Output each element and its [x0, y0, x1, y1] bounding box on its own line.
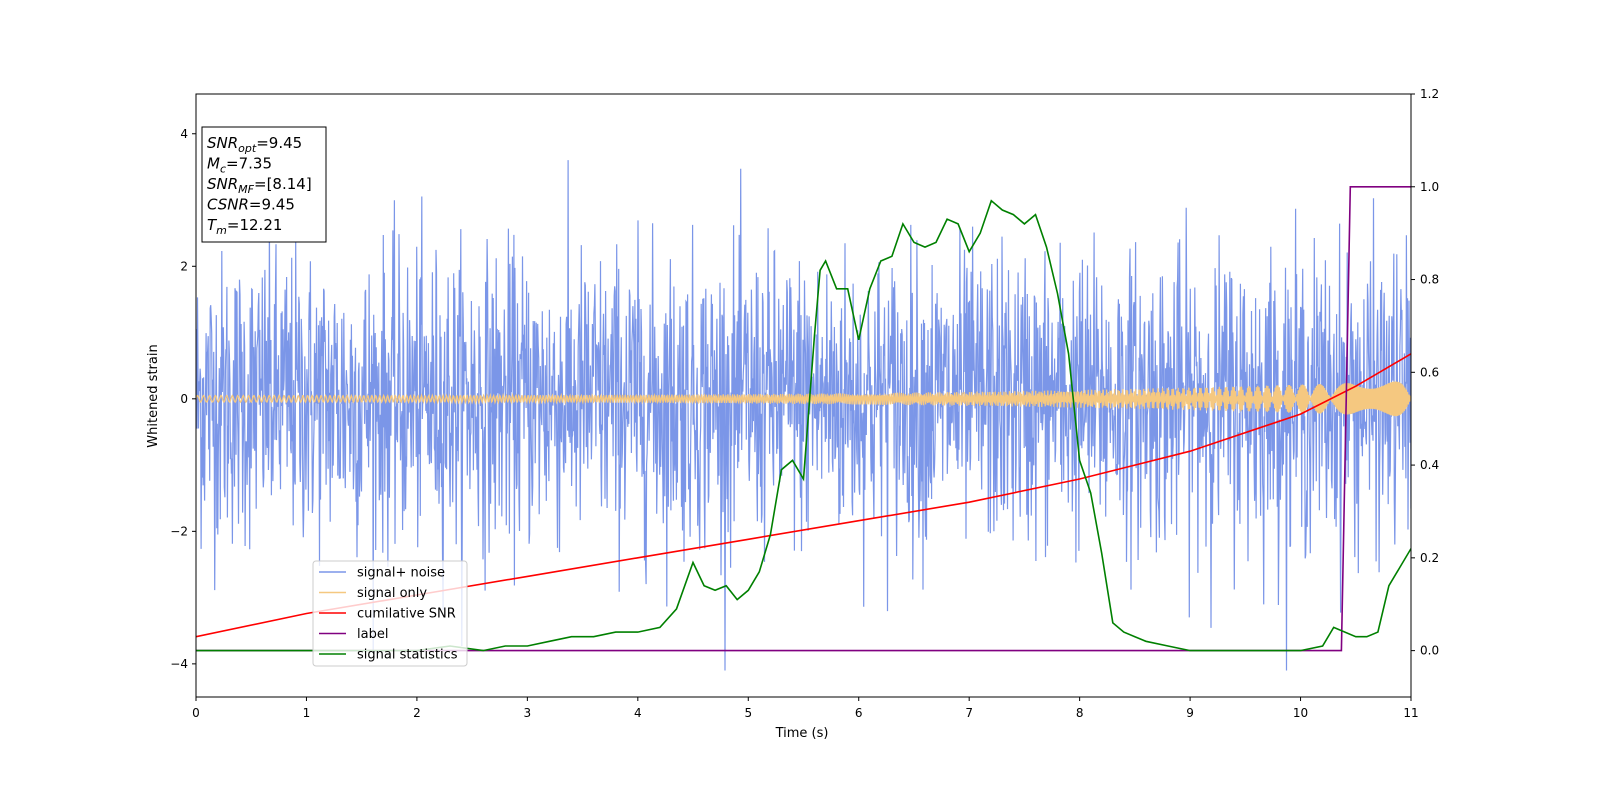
annotation-line: Mc=7.35 — [207, 155, 272, 176]
y-tick-label: 4 — [180, 127, 188, 141]
x-tick-label: 8 — [1076, 706, 1084, 720]
annotation-line: CSNR=9.45 — [207, 196, 295, 214]
series-signal-statistics — [196, 199, 1411, 652]
y-tick-label: −2 — [170, 524, 188, 538]
series-signal-only — [196, 381, 1411, 417]
label-line — [196, 186, 1411, 652]
x-tick-label: 7 — [965, 706, 973, 720]
signal-statistics-line — [196, 199, 1411, 652]
y-right-tick-label: 0.6 — [1420, 365, 1439, 379]
x-tick-label: 3 — [524, 706, 532, 720]
y-tick-label: 0 — [180, 392, 188, 406]
legend-label: signal only — [357, 586, 427, 601]
y-axis-right: 0.0 0.2 0.4 0.6 0.8 1.0 1.2 — [1411, 87, 1439, 658]
y-tick-label: 2 — [180, 259, 188, 273]
x-axis: 0 1 2 3 4 5 6 7 8 9 10 11 — [192, 697, 1419, 720]
y-right-tick-label: 0.8 — [1420, 273, 1439, 287]
series-signal-noise — [196, 160, 1411, 671]
x-tick-label: 5 — [744, 706, 752, 720]
legend: signal+ noise signal only cumilative SNR la… — [312, 560, 468, 667]
x-tick-label: 6 — [855, 706, 863, 720]
x-tick-label: 10 — [1293, 706, 1308, 720]
legend-label: cumilative SNR — [357, 607, 456, 622]
y-tick-label: −4 — [170, 657, 188, 671]
x-tick-label: 11 — [1403, 706, 1418, 720]
legend-label: signal statistics — [357, 648, 458, 663]
plot-frame — [195, 93, 1412, 698]
y-right-tick-label: 0.2 — [1420, 551, 1439, 565]
y-right-tick-label: 1.0 — [1420, 180, 1439, 194]
y-right-tick-label: 1.2 — [1420, 87, 1439, 101]
y-axis-left: −4 −2 0 2 4 — [170, 127, 196, 671]
signal-only-line — [196, 381, 1411, 417]
y-right-tick-label: 0.0 — [1420, 644, 1439, 658]
annotation-line: SNRMF=[8.14] — [207, 175, 312, 196]
annotation-line: SNRopt=9.45 — [207, 134, 302, 155]
legend-label: signal+ noise — [357, 566, 445, 581]
x-axis-label: Time (s) — [775, 726, 829, 741]
y-right-tick-label: 0.4 — [1420, 458, 1439, 472]
x-tick-label: 2 — [413, 706, 421, 720]
annotation-line: Tm=12.21 — [207, 216, 282, 237]
series-label — [196, 186, 1411, 652]
x-tick-label: 9 — [1186, 706, 1194, 720]
x-tick-label: 4 — [634, 706, 642, 720]
y-axis-label: Whitened strain — [146, 344, 161, 447]
signal-noise-line — [196, 160, 1411, 671]
legend-label: label — [357, 627, 388, 642]
x-tick-label: 1 — [303, 706, 311, 720]
x-tick-label: 0 — [192, 706, 200, 720]
